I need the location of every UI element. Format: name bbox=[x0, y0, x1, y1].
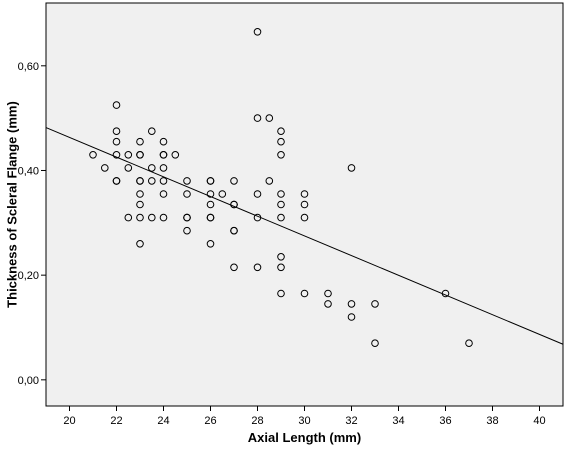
data-point bbox=[277, 252, 285, 261]
y-axis-ticks: 0,00 0,20 0,40 0,60 bbox=[18, 61, 46, 387]
data-point bbox=[324, 289, 332, 298]
data-point bbox=[277, 127, 285, 135]
x-tick-label: 26 bbox=[204, 415, 216, 427]
data-point bbox=[112, 101, 121, 109]
data-point bbox=[277, 200, 285, 209]
data-point bbox=[136, 190, 144, 198]
y-tick-label: 0,20 bbox=[18, 270, 39, 282]
x-tick-label: 36 bbox=[439, 415, 451, 427]
data-point bbox=[265, 177, 274, 185]
x-tick-label: 24 bbox=[157, 415, 169, 427]
data-point bbox=[300, 200, 309, 209]
data-point bbox=[136, 200, 144, 209]
data-points bbox=[89, 28, 473, 348]
data-point bbox=[148, 127, 156, 135]
data-point bbox=[206, 213, 215, 222]
data-point bbox=[183, 177, 191, 185]
data-point bbox=[89, 151, 97, 159]
regression-line bbox=[45, 127, 564, 345]
y-tick-label: 0,60 bbox=[18, 61, 39, 73]
data-point bbox=[300, 289, 309, 298]
x-tick-label: 22 bbox=[110, 415, 122, 427]
data-point bbox=[371, 339, 379, 348]
data-point bbox=[159, 151, 168, 159]
data-point bbox=[206, 177, 215, 185]
data-point bbox=[124, 164, 133, 172]
data-point bbox=[277, 151, 285, 159]
y-tick-label: 0,40 bbox=[18, 165, 39, 177]
y-tick-label: 0,00 bbox=[18, 375, 39, 387]
data-point bbox=[148, 164, 156, 172]
data-point bbox=[112, 127, 121, 135]
data-point bbox=[277, 289, 285, 298]
data-point bbox=[230, 226, 238, 235]
data-point bbox=[347, 313, 356, 321]
data-point bbox=[124, 213, 133, 222]
data-point bbox=[206, 200, 215, 209]
data-point bbox=[136, 240, 144, 248]
data-point bbox=[230, 263, 238, 272]
data-point bbox=[159, 213, 168, 222]
x-tick-label: 34 bbox=[392, 415, 404, 427]
data-point bbox=[277, 137, 285, 146]
data-point bbox=[112, 177, 121, 185]
data-point bbox=[159, 177, 168, 185]
data-point bbox=[265, 114, 274, 122]
data-point bbox=[253, 28, 262, 36]
data-point bbox=[136, 177, 144, 185]
data-point bbox=[171, 151, 180, 159]
data-point bbox=[148, 213, 156, 222]
data-point bbox=[101, 164, 109, 172]
x-tick-label: 28 bbox=[251, 415, 263, 427]
x-tick-label: 40 bbox=[533, 415, 545, 427]
plot-area bbox=[46, 3, 563, 406]
x-tick-label: 38 bbox=[486, 415, 498, 427]
data-point bbox=[253, 114, 262, 122]
data-point bbox=[183, 190, 191, 198]
data-point bbox=[347, 300, 356, 308]
data-point bbox=[183, 213, 191, 222]
data-point bbox=[159, 137, 168, 146]
data-point bbox=[253, 190, 262, 198]
data-point bbox=[206, 190, 215, 198]
x-axis-title: Axial Length (mm) bbox=[248, 430, 361, 445]
data-point bbox=[218, 190, 227, 198]
data-point bbox=[300, 190, 309, 198]
data-point bbox=[136, 151, 144, 159]
data-point bbox=[136, 137, 144, 146]
x-tick-label: 20 bbox=[63, 415, 75, 427]
x-tick-label: 32 bbox=[345, 415, 357, 427]
data-point bbox=[277, 263, 285, 272]
data-point bbox=[230, 177, 238, 185]
data-point bbox=[253, 263, 262, 272]
data-point bbox=[206, 240, 215, 248]
data-point bbox=[112, 137, 121, 146]
y-axis-title: Thickness of Scleral Flange (mm) bbox=[4, 101, 19, 308]
x-axis-ticks: 20 22 24 26 28 30 32 34 36 38 40 bbox=[63, 406, 546, 427]
data-point bbox=[136, 213, 144, 222]
data-point bbox=[112, 151, 121, 159]
data-point bbox=[277, 190, 285, 198]
data-point bbox=[183, 226, 191, 235]
data-point bbox=[148, 177, 156, 185]
data-point bbox=[277, 213, 285, 222]
data-point bbox=[124, 151, 133, 159]
data-point bbox=[371, 300, 379, 308]
data-point bbox=[324, 300, 332, 308]
data-point bbox=[159, 190, 168, 198]
data-point bbox=[347, 164, 356, 172]
data-point bbox=[159, 164, 168, 172]
data-point bbox=[300, 213, 309, 222]
data-point bbox=[465, 339, 473, 348]
x-tick-label: 30 bbox=[298, 415, 310, 427]
